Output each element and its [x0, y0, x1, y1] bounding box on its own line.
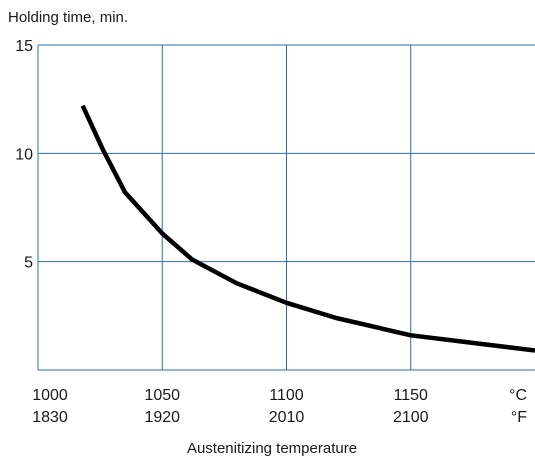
series-curve: [80, 104, 535, 353]
x-unit-fahrenheit: °F: [511, 409, 527, 426]
x-tick-label-fahrenheit: 1830: [32, 409, 68, 426]
y-tick-labels: 15 10 5: [15, 38, 33, 272]
x-unit-celsius: °C: [509, 387, 527, 404]
x-tick-label-fahrenheit: 2010: [269, 409, 305, 426]
y-tick-label: 10: [15, 146, 33, 163]
x-axis-title: Austenitizing temperature: [187, 440, 357, 457]
y-tick-label: 5: [24, 255, 33, 272]
series-line: [80, 104, 535, 353]
x-tick-label-celsius: 1100: [269, 387, 304, 404]
grid: [38, 44, 535, 370]
y-axis-label: Holding time, min.: [8, 9, 128, 26]
y-tick-label: 15: [15, 38, 33, 55]
x-tick-label-fahrenheit: 1920: [144, 409, 180, 426]
x-tick-label-celsius: 1050: [144, 387, 180, 404]
x-tick-label-celsius: 1150: [394, 387, 429, 404]
x-tick-labels: 1000 1830 1050 1920 1100 2010 1150 2100: [32, 387, 428, 426]
x-tick-label-fahrenheit: 2100: [393, 409, 429, 426]
axis-frame: [37, 45, 535, 371]
x-tick-label-celsius: 1000: [32, 387, 68, 404]
